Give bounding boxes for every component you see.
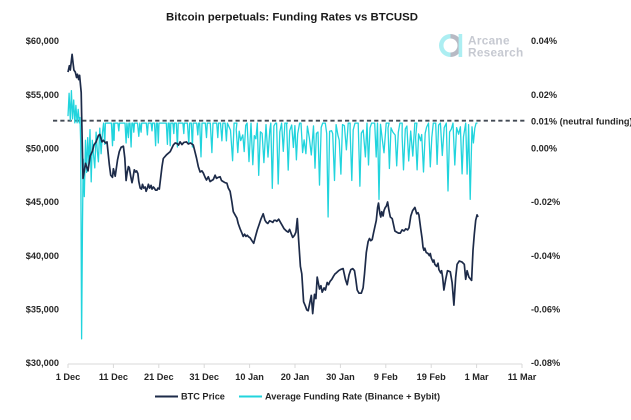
svg-text:$30,000: $30,000 xyxy=(26,358,59,368)
svg-text:0.02%: 0.02% xyxy=(531,90,557,100)
svg-text:-0.04%: -0.04% xyxy=(531,251,560,261)
svg-text:$35,000: $35,000 xyxy=(26,305,59,315)
svg-text:-0.08%: -0.08% xyxy=(531,358,560,368)
svg-text:11 Dec: 11 Dec xyxy=(99,372,128,382)
svg-text:Arcane: Arcane xyxy=(468,34,510,48)
svg-text:0.04%: 0.04% xyxy=(531,36,557,46)
svg-text:19 Feb: 19 Feb xyxy=(417,372,446,382)
svg-text:-0.02%: -0.02% xyxy=(531,197,560,207)
svg-text:$40,000: $40,000 xyxy=(26,251,59,261)
svg-text:Bitcoin perpetuals: Funding Ra: Bitcoin perpetuals: Funding Rates vs BTC… xyxy=(166,12,418,24)
svg-text:$50,000: $50,000 xyxy=(26,144,59,154)
svg-text:0.01% (neutral funding): 0.01% (neutral funding) xyxy=(531,117,631,127)
svg-text:21 Dec: 21 Dec xyxy=(144,372,174,382)
svg-text:1 Dec: 1 Dec xyxy=(56,372,81,382)
svg-text:9 Feb: 9 Feb xyxy=(374,372,398,382)
svg-text:11 Mar: 11 Mar xyxy=(508,372,537,382)
svg-text:-0.06%: -0.06% xyxy=(531,305,560,315)
svg-text:$45,000: $45,000 xyxy=(26,197,59,207)
svg-text:Research: Research xyxy=(468,46,524,60)
svg-text:10 Jan: 10 Jan xyxy=(235,372,264,382)
svg-text:$55,000: $55,000 xyxy=(26,90,59,100)
svg-text:20 Jan: 20 Jan xyxy=(281,372,310,382)
svg-text:30 Jan: 30 Jan xyxy=(326,372,355,382)
svg-text:Average Funding Rate (Binance: Average Funding Rate (Binance + Bybit) xyxy=(265,392,440,402)
svg-text:$60,000: $60,000 xyxy=(26,36,59,46)
svg-text:1 Mar: 1 Mar xyxy=(465,372,489,382)
svg-text:0.00%: 0.00% xyxy=(531,144,557,154)
svg-text:31 Dec: 31 Dec xyxy=(189,372,219,382)
svg-text:BTC Price: BTC Price xyxy=(181,392,225,402)
